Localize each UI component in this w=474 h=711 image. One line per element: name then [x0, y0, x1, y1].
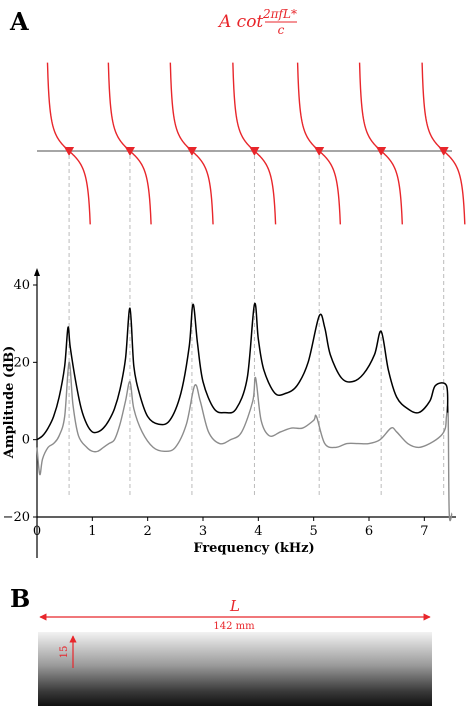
height-dimension: 15: [59, 635, 77, 668]
y-tick-label: −20: [3, 510, 30, 525]
length-value: 142 mm: [213, 621, 255, 632]
length-dimension: L 142 mm: [39, 597, 431, 632]
y-tick-label: 20: [13, 355, 30, 370]
x-tick-label: 2: [144, 524, 152, 539]
x-tick-label: 6: [365, 524, 373, 539]
resonance-marker: [438, 147, 449, 156]
resonance-marker: [314, 147, 325, 156]
x-axis-title: Frequency (kHz): [193, 541, 314, 556]
resonance-marker: [376, 147, 387, 156]
height-value: 15: [59, 646, 70, 659]
formula-denominator: c: [278, 23, 285, 37]
y-axis-title: Amplitude (dB): [2, 346, 17, 460]
y-tick-label: 40: [13, 278, 30, 293]
resonance-guides: [68, 155, 445, 498]
material-bar: [38, 632, 432, 706]
resonance-marker: [186, 147, 197, 156]
resonance-marker: [249, 147, 260, 156]
resonance-marker: [64, 147, 75, 156]
chart-series: [36, 302, 453, 522]
x-tick-label: 4: [254, 524, 262, 539]
y-tick-label: 0: [22, 433, 30, 448]
series-line: [36, 361, 453, 522]
formula-main: A cot: [217, 12, 263, 32]
x-tick-label: 0: [33, 524, 41, 539]
cotangent-branches: [37, 62, 466, 225]
length-symbol: L: [229, 597, 240, 615]
series-line: [36, 302, 449, 441]
x-tick-label: 3: [199, 524, 207, 539]
panel-a-label: A: [9, 7, 29, 36]
resonance-marker: [124, 147, 135, 156]
formula: A cot 2πfL* c: [217, 7, 297, 37]
x-tick-label: 5: [310, 524, 318, 539]
x-tick-label: 7: [420, 524, 428, 539]
y-axis-arrow: [34, 268, 40, 276]
formula-numerator: 2πfL*: [262, 7, 297, 21]
x-tick-label: 1: [88, 524, 96, 539]
panel-b-label: B: [10, 584, 30, 613]
